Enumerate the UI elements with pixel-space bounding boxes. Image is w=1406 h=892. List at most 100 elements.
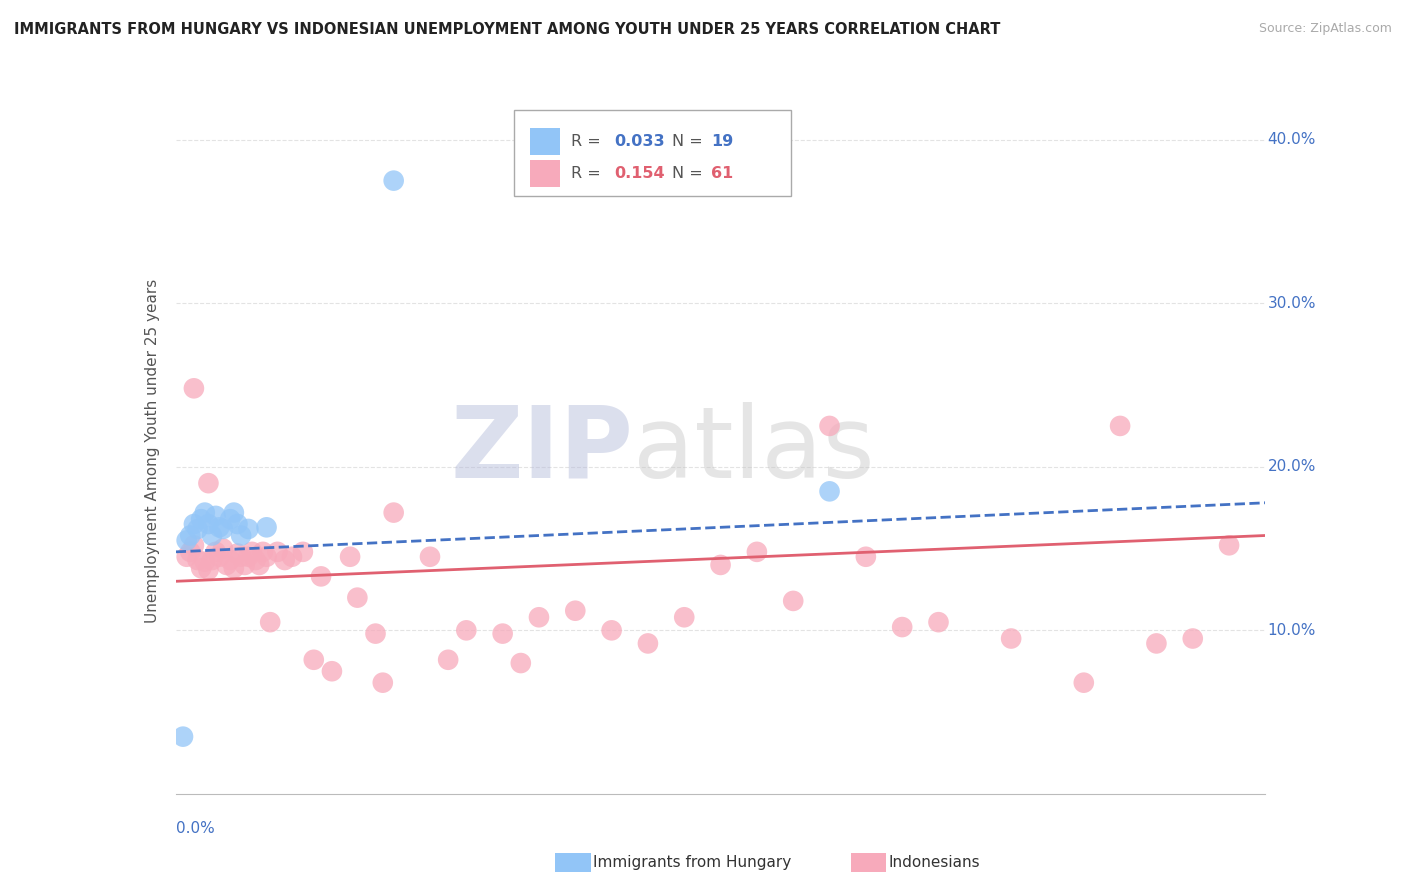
Point bbox=[212, 541, 235, 556]
Point bbox=[186, 522, 209, 536]
Text: R =: R = bbox=[571, 134, 606, 149]
Point bbox=[364, 626, 387, 640]
Point bbox=[219, 512, 242, 526]
Point bbox=[231, 528, 253, 542]
Point bbox=[240, 545, 263, 559]
Text: N =: N = bbox=[672, 134, 707, 149]
Point bbox=[855, 549, 877, 564]
FancyBboxPatch shape bbox=[513, 111, 792, 196]
Point bbox=[782, 594, 804, 608]
Point bbox=[197, 563, 219, 577]
Text: N =: N = bbox=[672, 166, 707, 181]
Point bbox=[259, 615, 281, 630]
Point bbox=[710, 558, 733, 572]
Point bbox=[176, 533, 198, 548]
Point bbox=[321, 664, 343, 679]
Point bbox=[172, 730, 194, 744]
Point bbox=[201, 553, 224, 567]
Point bbox=[637, 636, 659, 650]
Point bbox=[1146, 636, 1168, 650]
Point bbox=[179, 545, 201, 559]
Text: 19: 19 bbox=[711, 134, 733, 149]
Point bbox=[183, 381, 205, 395]
Text: atlas: atlas bbox=[633, 402, 875, 499]
Point bbox=[212, 522, 235, 536]
Point bbox=[302, 653, 325, 667]
Text: 20.0%: 20.0% bbox=[1268, 459, 1316, 475]
Point bbox=[226, 516, 249, 531]
Point bbox=[346, 591, 368, 605]
Point bbox=[818, 418, 841, 433]
Point bbox=[197, 476, 219, 491]
Point bbox=[456, 624, 478, 638]
Text: Source: ZipAtlas.com: Source: ZipAtlas.com bbox=[1258, 22, 1392, 36]
Point bbox=[1000, 632, 1022, 646]
Point bbox=[527, 610, 550, 624]
Point bbox=[247, 558, 270, 572]
Point bbox=[509, 656, 531, 670]
Point bbox=[190, 561, 212, 575]
Point bbox=[215, 558, 238, 572]
Point bbox=[190, 512, 212, 526]
Point bbox=[1181, 632, 1204, 646]
Point bbox=[382, 173, 405, 188]
Point bbox=[183, 538, 205, 552]
Text: Indonesians: Indonesians bbox=[889, 855, 980, 870]
Point bbox=[233, 558, 256, 572]
Point bbox=[818, 484, 841, 499]
Text: 30.0%: 30.0% bbox=[1268, 296, 1316, 310]
Point bbox=[245, 553, 267, 567]
Y-axis label: Unemployment Among Youth under 25 years: Unemployment Among Youth under 25 years bbox=[145, 278, 160, 623]
Text: 61: 61 bbox=[711, 166, 733, 181]
Point bbox=[194, 506, 217, 520]
Point bbox=[745, 545, 768, 559]
Point bbox=[231, 549, 253, 564]
Point bbox=[371, 675, 394, 690]
Text: 0.0%: 0.0% bbox=[176, 822, 215, 837]
Text: 0.033: 0.033 bbox=[614, 134, 665, 149]
Point bbox=[179, 528, 201, 542]
Text: IMMIGRANTS FROM HUNGARY VS INDONESIAN UNEMPLOYMENT AMONG YOUTH UNDER 25 YEARS CO: IMMIGRANTS FROM HUNGARY VS INDONESIAN UN… bbox=[14, 22, 1001, 37]
Point bbox=[891, 620, 914, 634]
Text: R =: R = bbox=[571, 166, 606, 181]
Point bbox=[309, 569, 332, 583]
Point bbox=[194, 555, 217, 569]
Point bbox=[222, 561, 245, 575]
Point bbox=[256, 520, 278, 534]
Point bbox=[266, 545, 288, 559]
Point bbox=[252, 545, 274, 559]
Point bbox=[928, 615, 950, 630]
Bar bbox=[530, 160, 561, 187]
Point bbox=[238, 522, 260, 536]
Point bbox=[197, 516, 219, 531]
Point bbox=[204, 508, 226, 523]
Point bbox=[201, 528, 224, 542]
Point bbox=[492, 626, 515, 640]
Bar bbox=[530, 128, 561, 155]
Point bbox=[673, 610, 696, 624]
Point bbox=[1218, 538, 1240, 552]
Point bbox=[419, 549, 441, 564]
Point bbox=[600, 624, 623, 638]
Point bbox=[183, 516, 205, 531]
Text: 10.0%: 10.0% bbox=[1268, 623, 1316, 638]
Point bbox=[291, 545, 314, 559]
Point bbox=[186, 553, 209, 567]
Point bbox=[226, 546, 249, 561]
Point bbox=[274, 553, 297, 567]
Text: Immigrants from Hungary: Immigrants from Hungary bbox=[593, 855, 792, 870]
Point bbox=[176, 549, 198, 564]
Text: 40.0%: 40.0% bbox=[1268, 132, 1316, 147]
Point bbox=[208, 549, 231, 564]
Point bbox=[219, 553, 242, 567]
Point bbox=[339, 549, 361, 564]
Point bbox=[1109, 418, 1132, 433]
Point bbox=[238, 549, 260, 564]
Point bbox=[437, 653, 460, 667]
Point bbox=[222, 506, 245, 520]
Point bbox=[382, 506, 405, 520]
Point bbox=[204, 545, 226, 559]
Point bbox=[564, 604, 586, 618]
Text: ZIP: ZIP bbox=[450, 402, 633, 499]
Point bbox=[256, 549, 278, 564]
